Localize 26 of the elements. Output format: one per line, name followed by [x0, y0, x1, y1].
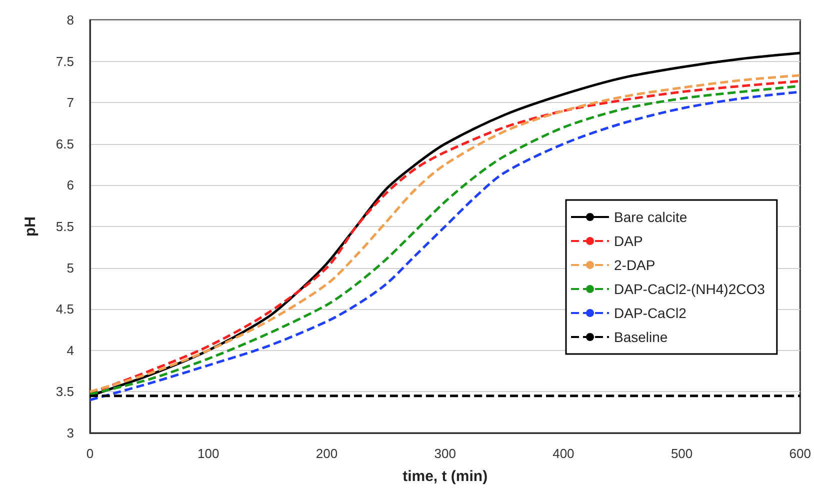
- y-tick-label: 5: [66, 260, 74, 276]
- y-tick-label: 6: [66, 178, 74, 193]
- legend-label: 2-DAP: [614, 257, 656, 273]
- legend-label: DAP-CaCl2-(NH4)2CO3: [614, 281, 766, 297]
- x-tick-label: 0: [86, 446, 94, 461]
- x-tick-label: 200: [316, 446, 338, 461]
- y-tick-label: 4.5: [56, 302, 74, 317]
- x-tick-label: 100: [198, 446, 220, 461]
- y-tick-label: 7.5: [56, 54, 74, 69]
- legend-label: DAP-CaCl2: [614, 305, 687, 321]
- x-axis-title: time, t (min): [402, 468, 488, 485]
- x-tick-label: 400: [552, 446, 574, 461]
- legend-label: Bare calcite: [614, 209, 688, 225]
- y-tick-label: 6.5: [56, 136, 74, 152]
- x-tick-label: 500: [670, 446, 693, 461]
- x-tick-label: 600: [789, 446, 812, 461]
- x-tick-label: 300: [434, 446, 456, 461]
- y-tick-label: 3: [66, 426, 74, 440]
- y-tick-label: 8: [66, 12, 74, 28]
- y-axis-title: pH: [22, 216, 39, 236]
- y-tick-label: 5.5: [56, 219, 74, 234]
- y-tick-label: 7: [66, 95, 74, 110]
- legend-label: Baseline: [614, 329, 668, 345]
- y-tick-label: 3.5: [56, 384, 74, 400]
- y-tick-label: 4: [66, 342, 74, 358]
- legend-label: DAP: [614, 233, 643, 249]
